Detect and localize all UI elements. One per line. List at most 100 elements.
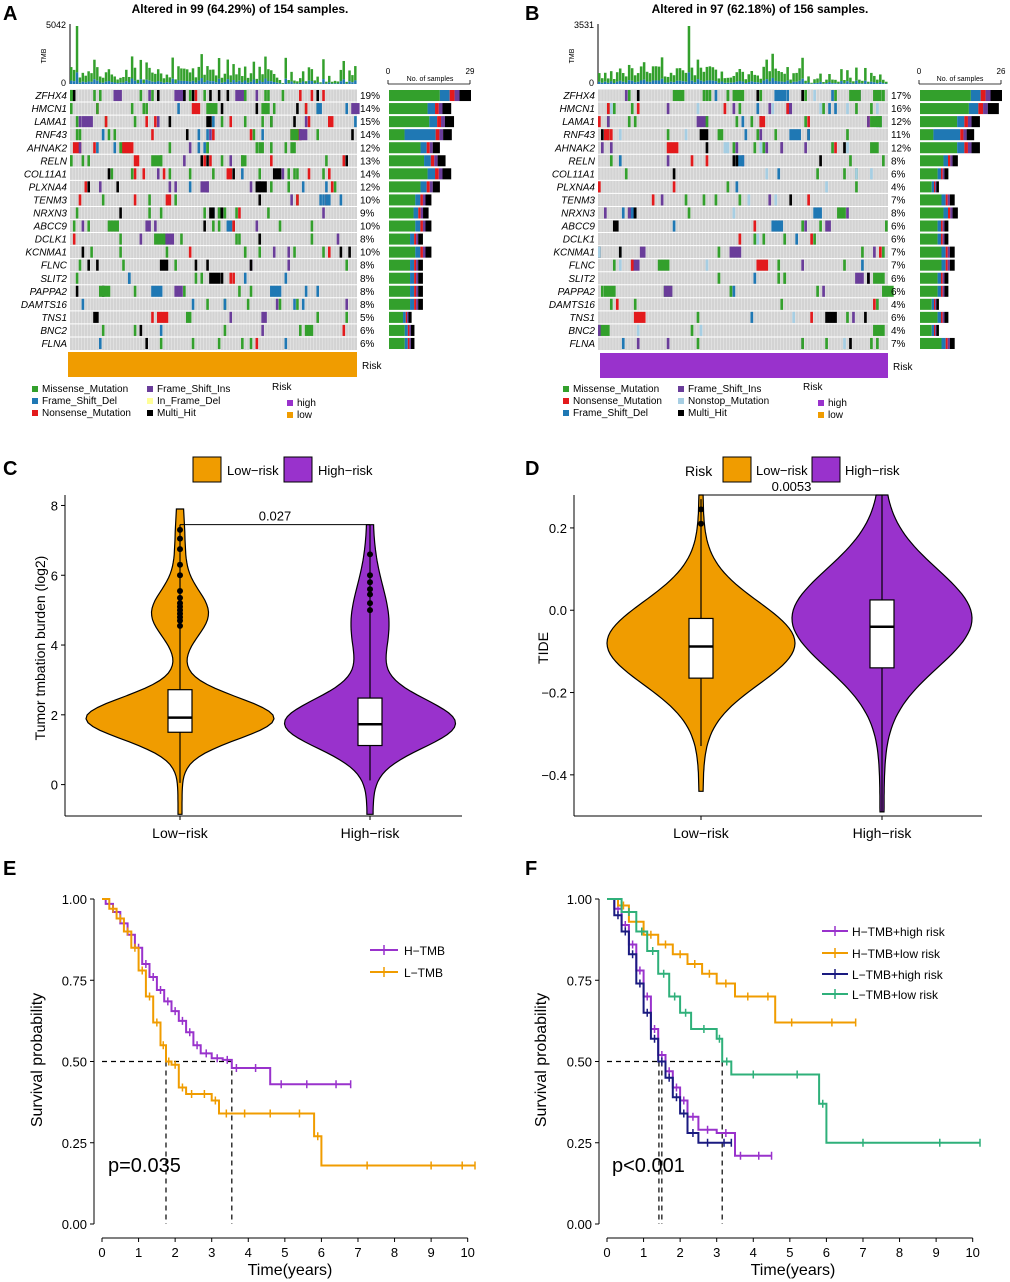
mutation-cell [307,116,311,128]
y-tick-label: 1.00 [567,892,592,907]
y-tick-label: −0.4 [541,768,567,783]
tmb-bar [333,80,337,84]
tmb-bar [675,68,679,81]
tmb-bar [831,79,834,84]
tmb-bar [307,67,311,81]
percent-label: 13% [360,156,380,167]
mutation-cell [843,142,846,154]
tmb-bar-segment [333,83,337,84]
tmb-bar [122,76,125,83]
tmb-bar-segment [130,78,134,84]
panel-d-violin-tide: Risk Low−risk High−risk TIDE 0.2 0.0 −0.2 −… [535,456,982,841]
mutation-cell [133,155,140,167]
mutation-cell [307,168,311,180]
mutation-cell [789,103,793,115]
percent-label: 6% [891,313,906,324]
tmb-bar [316,76,319,83]
tmb-bar-segment [831,83,834,84]
mutation-cell [261,116,264,128]
tmb-bar [795,72,798,82]
tmb-bar [275,77,279,83]
mutation-cell [209,207,215,219]
tmb-bar [226,59,230,80]
mutation-cell [174,259,177,271]
mutation-cell [756,90,760,102]
tmb-bar [642,62,646,80]
mutation-cell [270,142,273,154]
mutation-cell [287,168,291,180]
mutation-cell [633,116,637,128]
count-bar-segment [941,311,943,323]
mutation-cell [293,246,296,258]
mutation-cell [636,324,640,336]
mutation-cell [258,233,262,245]
percent-label: 10% [360,195,380,206]
percent-label: 10% [360,248,380,259]
mutation-cell [217,207,221,219]
mutation-cell [762,233,766,245]
tmb-bar-segment [203,82,206,84]
percent-label: 6% [891,287,906,298]
legend-risk-low: low [828,410,844,421]
tmb-bar [133,67,137,81]
tmb-bar-segment [267,81,270,84]
mutation-cell [281,90,285,102]
tmb-bar-segment [609,81,613,84]
count-bar-segment [415,246,421,258]
tmb-bar [654,66,658,81]
mutation-cell [774,194,778,206]
mutation-cell [870,116,882,128]
percent-label: 6% [891,274,906,285]
mutation-cell [206,259,209,271]
panel-a-percent-labels: 19% 14% 15% 14% 12% 13% 14% 12% 10% 9% 10% 8% 10% 8% 8… [360,91,380,350]
gene-label: HMCN1 [559,104,595,115]
tmb-bar [281,82,285,84]
mutation-cell [301,298,305,310]
tmb-bar-segment [249,81,253,84]
mutation-cell [783,233,787,245]
percent-label: 8% [360,287,375,298]
y-tick-label: 0.00 [567,1217,592,1232]
gene-label: SLIT2 [40,274,67,285]
tmb-bar-segment [252,79,256,84]
tmb-bar-segment [804,83,807,84]
mutation-cell [807,194,810,206]
gene-label: ZFHX4 [562,91,595,102]
mutation-cell [278,220,282,232]
x-tick-label: Low−risk [152,825,209,841]
mutation-cell [139,324,143,336]
panel-label-c: C [3,458,17,480]
tmb-bar-segment [696,79,700,84]
mutation-cell [183,90,186,102]
outlier-point [367,572,373,579]
mutation-cell [636,337,640,349]
mutation-cell [261,129,264,141]
mutation-cell [70,90,76,102]
outlier-point [367,579,373,586]
tmb-bar [220,77,224,83]
mutation-cell [885,220,888,232]
percent-label: 4% [891,182,906,193]
tmb-bar-segment [162,82,166,84]
mutation-cell [226,220,233,232]
tmb-bar-segment [690,80,694,84]
tmb-bar-segment [600,82,604,84]
count-bar-segment [920,298,932,310]
mutation-cell [133,116,137,128]
mutation-cell [747,194,751,206]
mutation-cell [723,142,730,154]
count-bar-segment [416,298,419,310]
panel-a-mutation-grid [70,88,360,350]
gene-label: BNC2 [40,326,67,337]
mutation-cell [612,103,616,115]
survival-curve [607,898,856,1024]
mutation-cell [206,103,218,115]
mutation-cell [630,259,640,271]
count-bar-segment [429,116,438,128]
mutation-cell [310,233,314,245]
mutation-cell [290,142,296,154]
tmb-bar [837,81,840,84]
tmb-bar [774,68,777,81]
mutation-cell [699,129,709,141]
tmb-bar-segment [813,83,816,84]
